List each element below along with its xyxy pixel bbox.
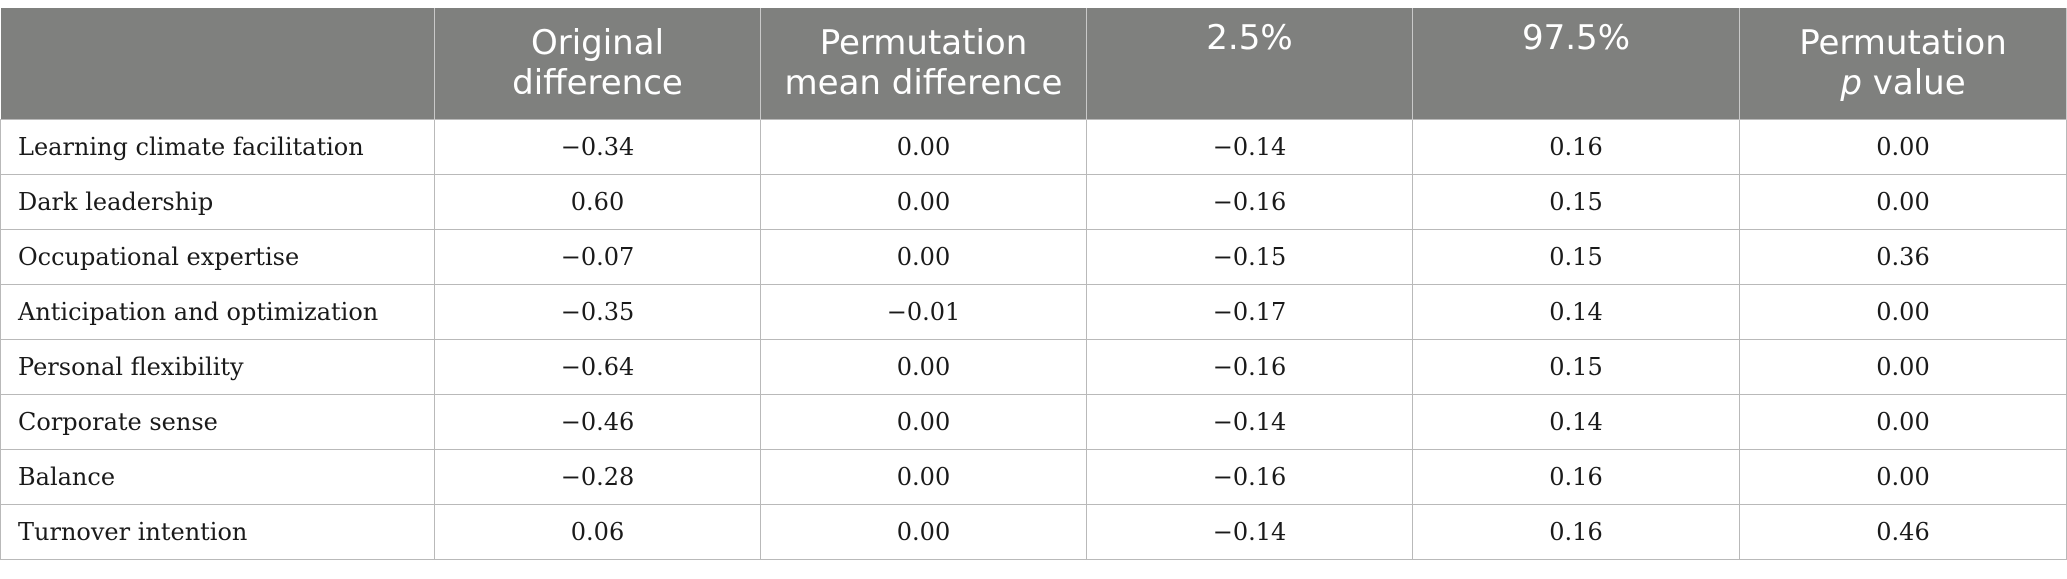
table-cell: −0.14 [1086,118,1413,175]
header-line: difference [512,63,683,104]
table-cell: 0.14 [1412,283,1740,340]
table-cell: 0.15 [1412,228,1740,285]
header-line: 2.5% [1206,18,1293,58]
table-cell: 0.00 [760,118,1087,175]
table-header: Original difference Permutation mean dif… [0,8,2067,119]
table-row: Anticipation and optimization −0.35 −0.01−… [0,283,2067,340]
table-cell: 0.46 [1739,503,2067,560]
table-cell: 0.00 [760,228,1087,285]
header-line-italic: p [1840,63,1862,104]
header-line: 97.5% [1521,18,1630,58]
row-label: Corporate sense [0,393,435,450]
table-container: Original difference Permutation mean dif… [0,8,2067,560]
table-cell: 0.00 [1739,173,2067,230]
table-cell: 0.16 [1412,503,1740,560]
row-label: Balance [0,448,435,505]
header-permutation-p-value: Permutation p value [1739,8,2067,119]
header-97-5-percent: 97.5% [1412,8,1740,119]
table-row: Personal flexibility −0.64 0.00 −0.16 0.15 0.… [0,338,2067,395]
table-cell: 0.00 [1739,338,2067,395]
header-line: Permutation [819,23,1028,64]
table-cell: −0.28 [434,448,761,505]
table-cell: 0.16 [1412,118,1740,175]
table-row: Turnover intention 0.06 0.00 −0.14 0.16 0.46 [0,503,2067,560]
table-cell: 0.36 [1739,228,2067,285]
table-row: Corporate sense −0.46 0.00 −0.14 0.14 0.00 [0,393,2067,450]
table-cell: −0.14 [1086,393,1413,450]
table-body: Learning climate facilitation −0.34 0.00 −0… [0,118,2067,560]
table-cell: −0.17 [1086,283,1413,340]
table-row: Balance −0.28 0.00 −0.16 0.16 0.00 [0,448,2067,505]
header-line: mean difference [784,63,1063,104]
table-cell: −0.64 [434,338,761,395]
table-cell: 0.00 [1739,283,2067,340]
table-cell: 0.15 [1412,173,1740,230]
table-cell: 0.00 [760,173,1087,230]
table-cell: 0.00 [1739,448,2067,505]
row-label: Dark leadership [0,173,435,230]
table-cell: 0.00 [760,503,1087,560]
header-line: Permutation [1799,23,2007,64]
header-line: Original [530,23,665,64]
header-stub [0,8,435,119]
table-cell: −0.01 [760,283,1087,340]
row-label: Personal flexibility [0,338,435,395]
table-cell: 0.60 [434,173,761,230]
table-cell: −0.35 [434,283,761,340]
table-cell: −0.15 [1086,228,1413,285]
table-row: Dark leadership 0.60 0.00 −0.16 0.15 0.00 [0,173,2067,230]
header-permutation-mean-difference: Permutation mean difference [760,8,1087,119]
table-cell: 0.00 [1739,393,2067,450]
table-cell: 0.00 [1739,118,2067,175]
header-line: value [1861,63,1966,104]
table-cell: 0.14 [1412,393,1740,450]
table-cell: −0.16 [1086,338,1413,395]
table-cell: −0.16 [1086,173,1413,230]
table-cell: 0.06 [434,503,761,560]
table-cell: 0.00 [760,338,1087,395]
header-2-5-percent: 2.5% [1086,8,1413,119]
table-row: Occupational expertise −0.07 0.00 −0.15 0.15… [0,228,2067,285]
table-cell: −0.34 [434,118,761,175]
table-cell: 0.16 [1412,448,1740,505]
table-cell: −0.07 [434,228,761,285]
row-label: Anticipation and optimization [0,283,435,340]
row-label: Occupational expertise [0,228,435,285]
table-row: Learning climate facilitation −0.34 0.00 −0… [0,118,2067,175]
header-row: Original difference Permutation mean dif… [0,8,2067,119]
row-label: Turnover intention [0,503,435,560]
table-cell: −0.16 [1086,448,1413,505]
table-cell: 0.00 [760,393,1087,450]
row-label: Learning climate facilitation [0,118,435,175]
table-cell: 0.15 [1412,338,1740,395]
permutation-results-table: Original difference Permutation mean dif… [0,8,2067,560]
table-cell: −0.14 [1086,503,1413,560]
header-original-difference: Original difference [434,8,761,119]
table-cell: 0.00 [760,448,1087,505]
table-cell: −0.46 [434,393,761,450]
